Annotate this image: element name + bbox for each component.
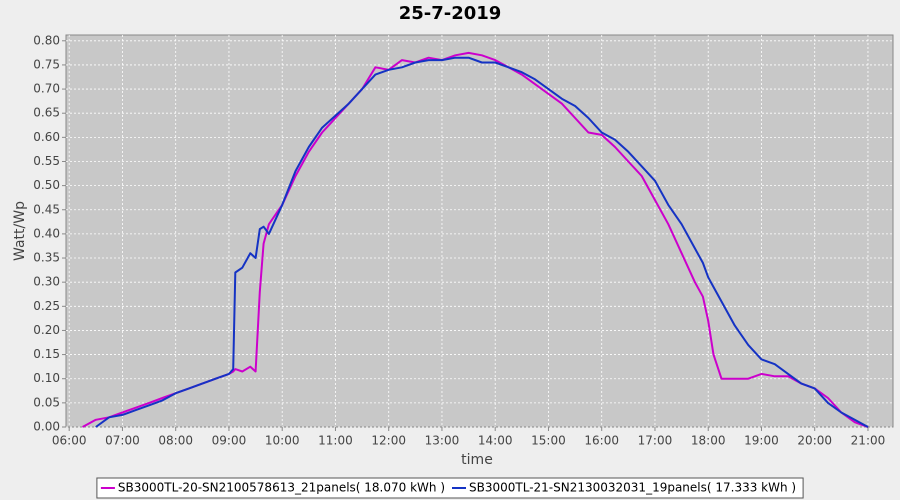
y-tick-label: 0.15: [33, 347, 60, 361]
y-tick-label: 0.75: [33, 57, 60, 71]
legend-text: SB3000TL-21-SN2130032031_19panels( 17.33…: [469, 481, 796, 495]
y-tick-label: 0.05: [33, 395, 60, 409]
y-tick-label: 0.55: [33, 154, 60, 168]
y-tick-label: 0.45: [33, 202, 60, 216]
x-tick-label: 16:00: [584, 434, 619, 448]
legend-text: SB3000TL-20-SN2100578613_21panels( 18.07…: [118, 481, 445, 495]
y-tick-label: 0.35: [33, 251, 60, 265]
legend-box: [96, 477, 804, 499]
x-tick-label: 06:00: [52, 434, 87, 448]
series-line: [95, 56, 869, 428]
x-tick-label: 20:00: [797, 434, 832, 448]
y-tick-label: 0.50: [33, 178, 60, 192]
x-tick-label: 13:00: [425, 434, 460, 448]
x-tick-label: 19:00: [744, 434, 779, 448]
y-tick-label: 0.20: [33, 323, 60, 337]
plot-area: [65, 34, 894, 428]
y-tick-label: 0.30: [33, 275, 60, 289]
x-tick-label: 12:00: [371, 434, 406, 448]
legend: SB3000TL-20-SN2100578613_21panels( 18.07…: [96, 477, 804, 499]
y-tick-label: 0.65: [33, 106, 60, 120]
y-axis-label: Watt/Wp: [12, 201, 28, 261]
y-tick-label: 0.40: [33, 226, 60, 240]
y-tick-label: 0.80: [33, 33, 60, 47]
x-tick-label: 11:00: [318, 434, 353, 448]
x-tick-label: 17:00: [638, 434, 673, 448]
x-tick-label: 21:00: [851, 434, 886, 448]
x-tick-label: 08:00: [158, 434, 193, 448]
x-tick-label: 07:00: [105, 434, 140, 448]
x-tick-label: 10:00: [265, 434, 300, 448]
x-tick-label: 18:00: [691, 434, 726, 448]
y-tick-label: 0.60: [33, 130, 60, 144]
y-tick-label: 0.25: [33, 299, 60, 313]
y-tick-label: 0.00: [33, 420, 60, 434]
chart-title: 25-7-2019: [399, 3, 502, 24]
y-tick-label: 0.70: [33, 82, 60, 96]
x-tick-label: 15:00: [531, 434, 566, 448]
x-tick-label: 14:00: [478, 434, 513, 448]
x-tick-label: 09:00: [212, 434, 247, 448]
y-tick-label: 0.10: [33, 371, 60, 385]
x-axis-label: time: [461, 452, 493, 468]
